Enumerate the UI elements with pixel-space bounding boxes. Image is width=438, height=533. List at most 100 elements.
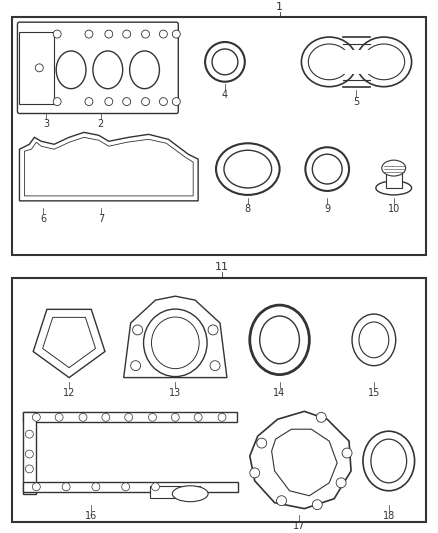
Ellipse shape bbox=[53, 98, 61, 106]
Ellipse shape bbox=[172, 98, 180, 106]
Ellipse shape bbox=[260, 316, 300, 364]
Text: 1: 1 bbox=[276, 2, 283, 12]
Ellipse shape bbox=[92, 483, 100, 491]
Ellipse shape bbox=[210, 361, 220, 370]
Ellipse shape bbox=[148, 413, 156, 421]
Ellipse shape bbox=[356, 37, 412, 87]
Text: 9: 9 bbox=[324, 204, 330, 214]
Bar bbox=[19, 32, 54, 103]
Ellipse shape bbox=[141, 30, 149, 38]
Ellipse shape bbox=[194, 413, 202, 421]
Text: 14: 14 bbox=[273, 387, 286, 398]
Bar bbox=[11, 278, 427, 522]
Ellipse shape bbox=[85, 30, 93, 38]
Polygon shape bbox=[33, 309, 105, 377]
Polygon shape bbox=[250, 411, 351, 508]
Ellipse shape bbox=[85, 98, 93, 106]
Ellipse shape bbox=[131, 361, 141, 370]
Bar bbox=[23, 413, 237, 422]
Ellipse shape bbox=[218, 413, 226, 421]
Ellipse shape bbox=[141, 98, 149, 106]
Ellipse shape bbox=[224, 150, 272, 188]
Ellipse shape bbox=[56, 51, 86, 88]
Ellipse shape bbox=[172, 486, 208, 502]
Ellipse shape bbox=[301, 37, 357, 87]
Ellipse shape bbox=[316, 413, 326, 422]
Ellipse shape bbox=[305, 147, 349, 191]
Polygon shape bbox=[19, 132, 198, 201]
Polygon shape bbox=[23, 482, 238, 500]
Ellipse shape bbox=[363, 431, 415, 491]
Text: 15: 15 bbox=[367, 387, 380, 398]
Ellipse shape bbox=[35, 64, 43, 72]
Text: 2: 2 bbox=[98, 119, 104, 130]
Ellipse shape bbox=[25, 450, 33, 458]
Ellipse shape bbox=[250, 468, 260, 478]
Ellipse shape bbox=[382, 160, 406, 176]
Ellipse shape bbox=[172, 30, 180, 38]
Text: 17: 17 bbox=[293, 521, 306, 530]
Ellipse shape bbox=[133, 325, 142, 335]
Ellipse shape bbox=[159, 98, 167, 106]
Ellipse shape bbox=[352, 314, 396, 366]
Text: 5: 5 bbox=[353, 96, 359, 107]
Text: 3: 3 bbox=[43, 119, 49, 130]
Ellipse shape bbox=[25, 430, 33, 438]
Ellipse shape bbox=[308, 44, 350, 80]
FancyBboxPatch shape bbox=[18, 22, 178, 114]
Ellipse shape bbox=[371, 439, 406, 483]
Bar bbox=[11, 17, 427, 255]
Text: 8: 8 bbox=[245, 204, 251, 214]
Text: 7: 7 bbox=[98, 214, 104, 224]
Ellipse shape bbox=[276, 496, 286, 506]
Bar bbox=[343, 50, 370, 74]
Ellipse shape bbox=[32, 413, 40, 421]
Ellipse shape bbox=[53, 30, 61, 38]
Ellipse shape bbox=[102, 413, 110, 421]
Ellipse shape bbox=[93, 51, 123, 88]
Ellipse shape bbox=[312, 500, 322, 510]
Text: 4: 4 bbox=[222, 90, 228, 100]
Ellipse shape bbox=[123, 30, 131, 38]
Ellipse shape bbox=[123, 98, 131, 106]
Ellipse shape bbox=[336, 478, 346, 488]
Ellipse shape bbox=[55, 413, 63, 421]
Ellipse shape bbox=[62, 483, 70, 491]
Ellipse shape bbox=[79, 413, 87, 421]
Text: 10: 10 bbox=[388, 204, 400, 214]
Ellipse shape bbox=[130, 51, 159, 88]
Ellipse shape bbox=[216, 143, 279, 195]
Ellipse shape bbox=[205, 42, 245, 82]
Ellipse shape bbox=[25, 465, 33, 473]
Ellipse shape bbox=[32, 483, 40, 491]
Ellipse shape bbox=[359, 322, 389, 358]
Ellipse shape bbox=[171, 413, 179, 421]
Polygon shape bbox=[124, 296, 227, 377]
Ellipse shape bbox=[159, 30, 167, 38]
Bar bbox=[23, 413, 36, 494]
Ellipse shape bbox=[363, 44, 405, 80]
Ellipse shape bbox=[122, 483, 130, 491]
Ellipse shape bbox=[376, 181, 412, 195]
Ellipse shape bbox=[212, 49, 238, 75]
Ellipse shape bbox=[208, 325, 218, 335]
Text: 13: 13 bbox=[169, 387, 181, 398]
Ellipse shape bbox=[152, 317, 199, 369]
Ellipse shape bbox=[152, 483, 159, 491]
Ellipse shape bbox=[342, 448, 352, 458]
Text: 18: 18 bbox=[383, 511, 395, 521]
Text: 6: 6 bbox=[40, 214, 46, 224]
Ellipse shape bbox=[125, 413, 133, 421]
Text: 16: 16 bbox=[85, 511, 97, 521]
Bar bbox=[151, 486, 200, 498]
Text: 12: 12 bbox=[63, 387, 75, 398]
Bar bbox=[23, 482, 238, 492]
Ellipse shape bbox=[105, 98, 113, 106]
Ellipse shape bbox=[312, 154, 342, 184]
Ellipse shape bbox=[250, 305, 309, 375]
Ellipse shape bbox=[144, 309, 207, 377]
Bar bbox=[386, 171, 402, 188]
Text: 11: 11 bbox=[215, 262, 229, 272]
Ellipse shape bbox=[105, 30, 113, 38]
Ellipse shape bbox=[257, 438, 267, 448]
